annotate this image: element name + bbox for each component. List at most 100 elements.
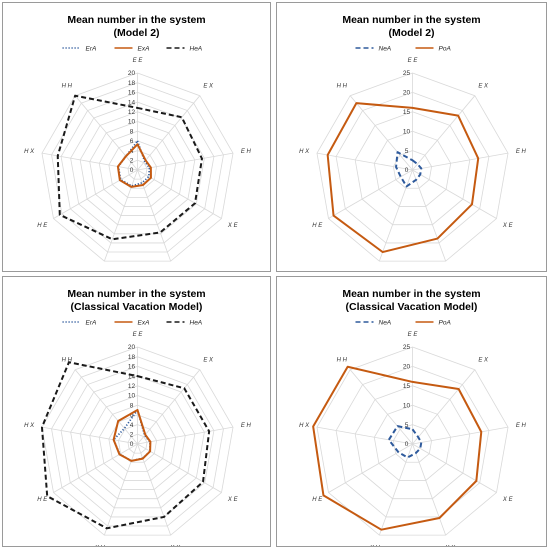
axis-label-h-h: H H bbox=[337, 358, 348, 364]
spoke-x-x bbox=[412, 169, 447, 262]
grid-ring-10 bbox=[89, 121, 186, 216]
tick-label-10: 10 bbox=[403, 402, 411, 409]
grid-ring-10 bbox=[373, 404, 452, 481]
spoke-x-e bbox=[412, 443, 497, 493]
grid-ring-2 bbox=[127, 159, 148, 180]
tick-label-25: 25 bbox=[403, 344, 411, 351]
axis-label-x-e: X E bbox=[502, 223, 514, 229]
legend-label-hea: HeA bbox=[190, 320, 203, 327]
spoke-h-h bbox=[74, 95, 138, 171]
axis-label-x-x: X X bbox=[444, 545, 456, 546]
axis-label-h-x: H X bbox=[24, 149, 35, 155]
axis-label-e-e: E E bbox=[133, 58, 144, 64]
axis-label-h-e: H E bbox=[37, 497, 48, 503]
chart-title: Mean number in the system bbox=[342, 14, 480, 26]
chart-panel-classical-right: Mean number in the system (Classical Vaca… bbox=[276, 276, 547, 547]
axis-label-e-e: E E bbox=[133, 332, 144, 338]
axis-label-e-h: E H bbox=[241, 423, 252, 429]
tick-label-18: 18 bbox=[128, 354, 136, 361]
spoke-x-h bbox=[103, 443, 138, 536]
legend-label-era: ErA bbox=[86, 46, 97, 53]
series-poa bbox=[326, 102, 480, 254]
spoke-h-e bbox=[328, 169, 413, 219]
axis-label-h-h: H H bbox=[62, 358, 73, 364]
axis-label-x-h: X H bbox=[369, 545, 381, 546]
legend-label-exa: ExA bbox=[138, 320, 150, 327]
legend-label-poa: PoA bbox=[439, 320, 451, 327]
grid-ring-2 bbox=[127, 433, 148, 454]
series-exa bbox=[112, 409, 152, 462]
spoke-e-x bbox=[137, 95, 201, 171]
spoke-e-h bbox=[412, 152, 509, 171]
tick-label-8: 8 bbox=[130, 402, 134, 409]
legend-label-exa: ExA bbox=[138, 46, 150, 53]
grid-ring-10 bbox=[89, 395, 186, 490]
axis-label-e-h: E H bbox=[241, 149, 252, 155]
spoke-e-x bbox=[137, 369, 201, 445]
tick-label-14: 14 bbox=[128, 373, 136, 380]
tick-label-6: 6 bbox=[130, 138, 134, 145]
spoke-h-x bbox=[316, 426, 413, 445]
series-hea bbox=[56, 94, 203, 241]
grid-ring-20 bbox=[41, 72, 234, 262]
axis-label-e-e: E E bbox=[408, 332, 419, 338]
grid-ring-15 bbox=[354, 385, 471, 500]
grid-ring-5 bbox=[392, 424, 433, 463]
spoke-h-h bbox=[349, 95, 413, 171]
chart-title: Mean number in the system bbox=[67, 14, 205, 26]
axis-label-x-h: X H bbox=[94, 545, 106, 546]
spoke-x-h bbox=[378, 443, 413, 536]
grid-ring-20 bbox=[335, 365, 490, 518]
grid-ring-20 bbox=[41, 346, 234, 536]
series-hea bbox=[40, 361, 211, 530]
spoke-x-h bbox=[378, 169, 413, 262]
chart-title: Mean number in the system bbox=[67, 288, 205, 300]
chart-panel-classical-left: Mean number in the system (Classical Vaca… bbox=[2, 276, 271, 547]
grid-ring-8 bbox=[98, 130, 177, 207]
chart-legend: ErA ExA HeA bbox=[62, 46, 202, 53]
grid-ring-16 bbox=[60, 365, 215, 518]
axis-label-e-h: E H bbox=[516, 149, 527, 155]
tick-label-25: 25 bbox=[403, 70, 411, 77]
axis-label-e-x: E X bbox=[478, 84, 489, 90]
grid-ring-25 bbox=[316, 346, 509, 536]
tick-label-12: 12 bbox=[128, 109, 136, 116]
axis-label-h-h: H H bbox=[62, 84, 73, 90]
spoke-h-x bbox=[41, 426, 138, 445]
series-poa bbox=[312, 365, 483, 531]
radar-grid bbox=[41, 346, 234, 536]
series-exa bbox=[116, 143, 152, 188]
tick-label-0: 0 bbox=[130, 167, 134, 174]
grid-ring-16 bbox=[60, 91, 215, 244]
axis-label-x-e: X E bbox=[227, 223, 239, 229]
grid-ring-10 bbox=[373, 130, 452, 207]
grid-ring-12 bbox=[79, 385, 196, 500]
radar-grid bbox=[41, 72, 234, 262]
axis-label-h-x: H X bbox=[299, 149, 310, 155]
grid-ring-25 bbox=[316, 72, 509, 262]
spoke-h-h bbox=[74, 369, 138, 445]
grid-ring-4 bbox=[117, 424, 158, 463]
grid-ring-18 bbox=[51, 82, 224, 253]
spoke-h-h bbox=[349, 369, 413, 445]
spoke-x-x bbox=[412, 443, 447, 536]
axis-label-h-h: H H bbox=[337, 84, 348, 90]
chart-panel-model2-right: Mean number in the system (Model 2) NeA PoA… bbox=[276, 2, 547, 272]
series-nea bbox=[395, 151, 423, 188]
tick-label-0: 0 bbox=[405, 441, 409, 448]
spoke-e-h bbox=[137, 152, 234, 171]
tick-label-20: 20 bbox=[403, 90, 411, 97]
spoke-h-x bbox=[41, 152, 138, 171]
axis-label-x-e: X E bbox=[227, 497, 239, 503]
tick-label-16: 16 bbox=[128, 90, 136, 97]
spoke-e-h bbox=[412, 426, 509, 445]
tick-label-14: 14 bbox=[128, 99, 136, 106]
tick-label-4: 4 bbox=[130, 422, 134, 429]
series-nea bbox=[387, 425, 423, 459]
tick-label-15: 15 bbox=[403, 383, 411, 390]
tick-label-20: 20 bbox=[403, 364, 411, 371]
grid-ring-15 bbox=[354, 111, 471, 226]
chart-subtitle: (Model 2) bbox=[388, 27, 434, 39]
axis-label-e-x: E X bbox=[203, 358, 214, 364]
tick-label-12: 12 bbox=[128, 383, 136, 390]
